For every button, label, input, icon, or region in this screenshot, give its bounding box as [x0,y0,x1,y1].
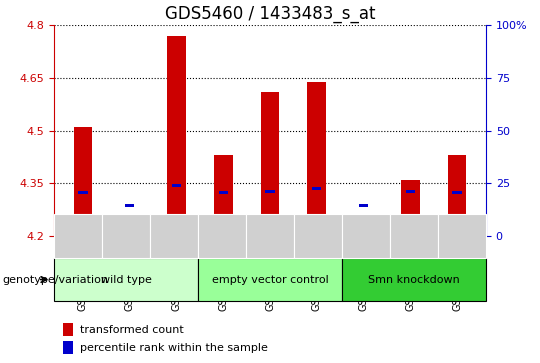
FancyBboxPatch shape [390,214,438,258]
Bar [172,184,181,187]
FancyBboxPatch shape [150,214,198,258]
FancyBboxPatch shape [198,258,342,301]
FancyBboxPatch shape [102,214,150,258]
Bar [63,341,73,354]
Bar [406,190,415,193]
Text: Smn knockdown: Smn knockdown [368,274,460,285]
Text: percentile rank within the sample: percentile rank within the sample [80,343,268,353]
FancyBboxPatch shape [198,214,246,258]
Text: empty vector control: empty vector control [212,274,328,285]
Bar [78,191,87,194]
Bar [359,204,368,207]
Bar [120,232,139,236]
Bar [261,92,279,236]
Text: genotype/variation: genotype/variation [3,274,109,285]
Bar [214,155,233,236]
Text: transformed count: transformed count [80,325,184,335]
FancyBboxPatch shape [342,258,486,301]
Bar [453,191,462,194]
FancyBboxPatch shape [438,214,486,258]
FancyBboxPatch shape [342,214,390,258]
Bar [265,190,275,193]
Bar [312,187,321,190]
FancyBboxPatch shape [294,214,342,258]
Bar [401,180,420,236]
Bar [125,204,134,207]
FancyBboxPatch shape [246,214,294,258]
Bar [307,82,326,236]
Bar [354,229,373,236]
FancyBboxPatch shape [54,258,198,301]
Bar [448,155,467,236]
FancyBboxPatch shape [54,214,102,258]
Bar [167,36,186,236]
Bar [63,323,73,336]
Text: wild type: wild type [100,274,151,285]
Title: GDS5460 / 1433483_s_at: GDS5460 / 1433483_s_at [165,5,375,23]
Bar [219,191,228,194]
Bar [73,127,92,236]
